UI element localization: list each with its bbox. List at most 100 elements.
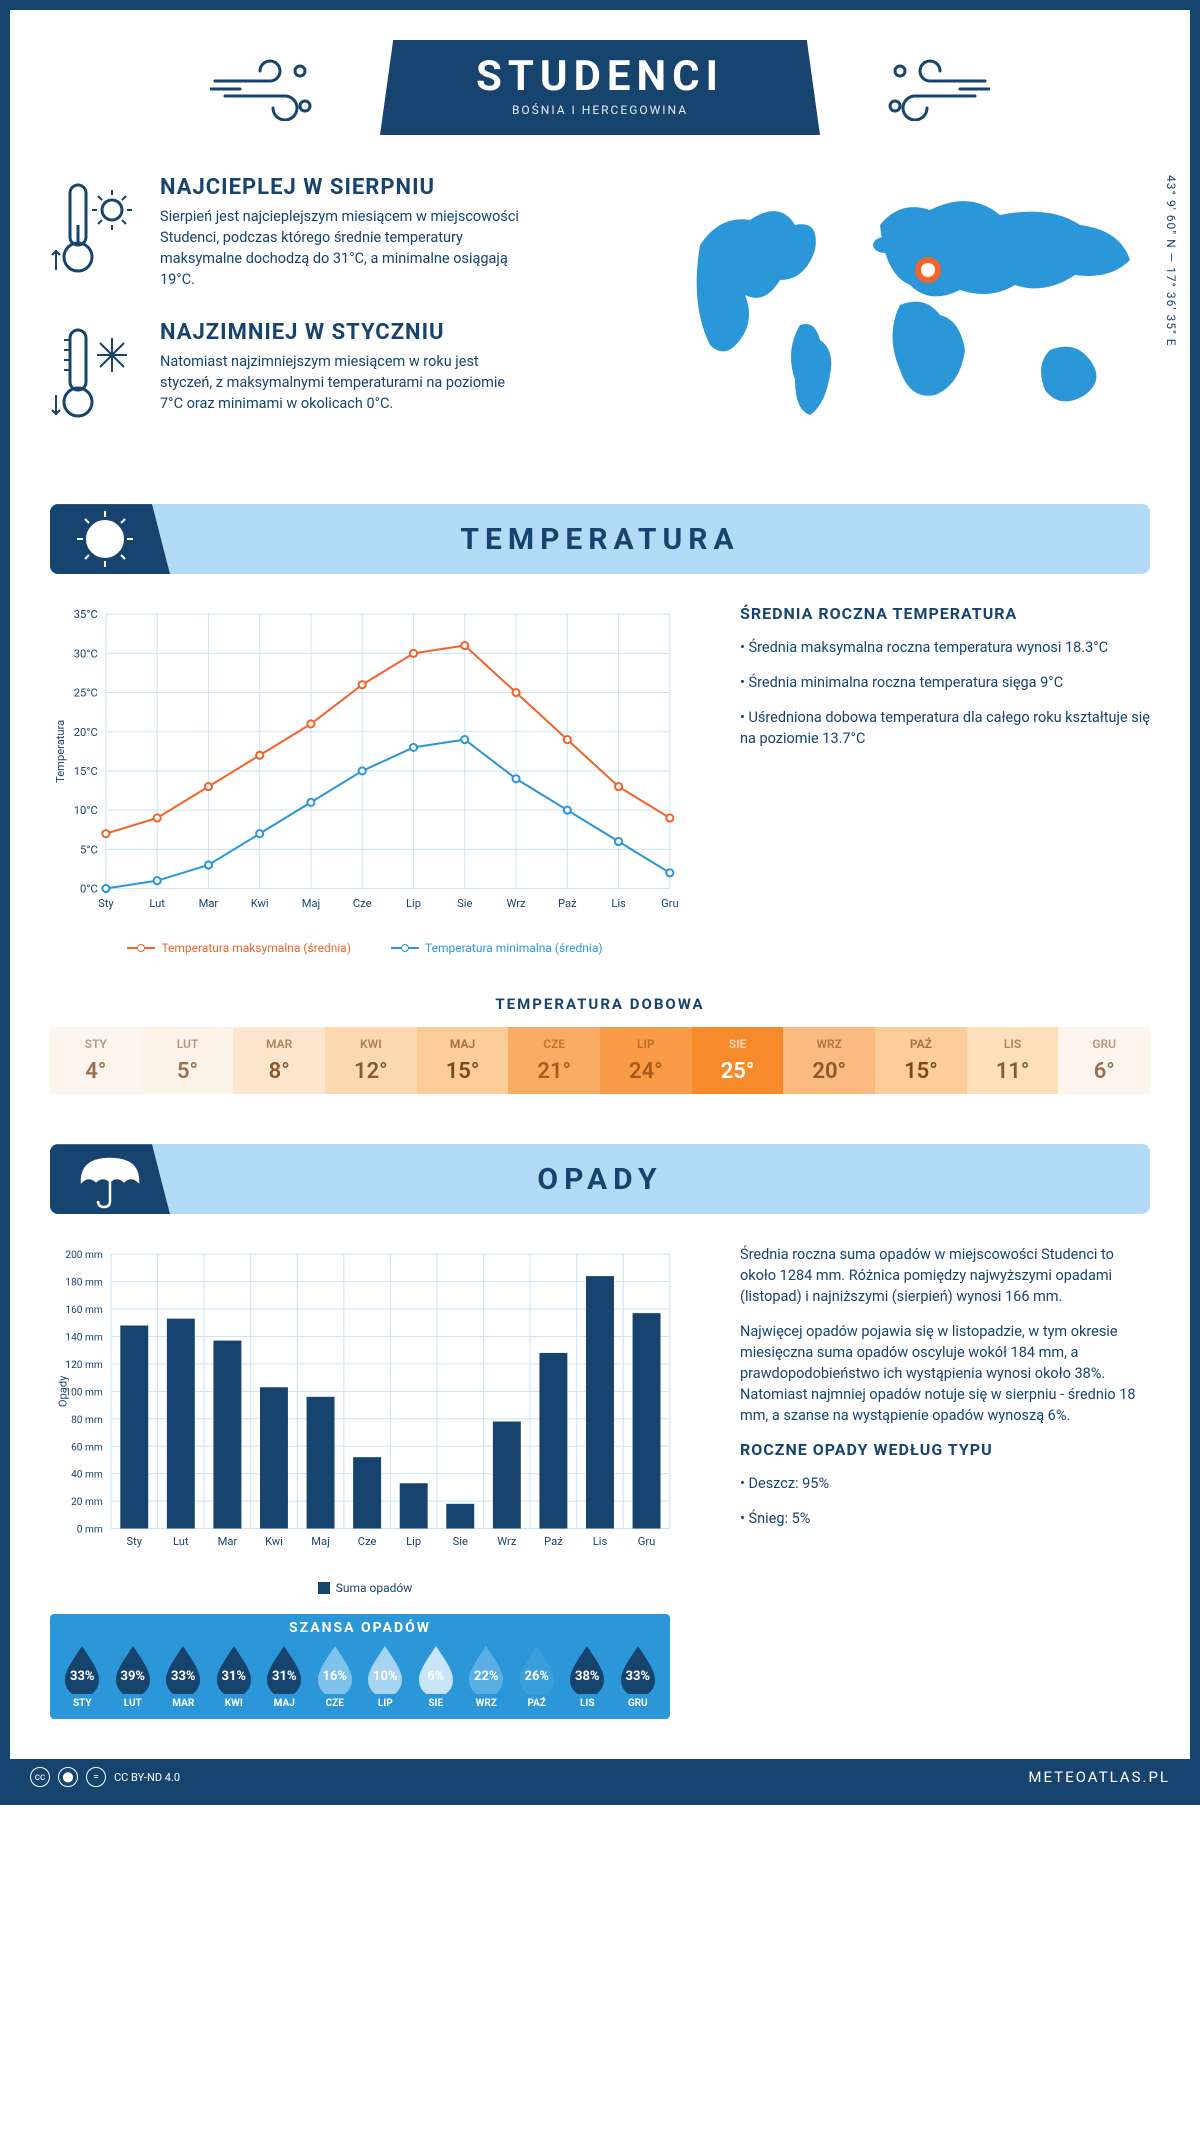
svg-text:Opady: Opady [56, 1375, 69, 1407]
svg-text:80 mm: 80 mm [71, 1415, 103, 1426]
svg-text:Cze: Cze [353, 897, 372, 910]
svg-text:160 mm: 160 mm [65, 1305, 103, 1316]
svg-text:Sie: Sie [453, 1535, 468, 1548]
intro-row: NAJCIEPLEJ W SIERPNIU Sierpień jest najc… [50, 175, 1150, 464]
svg-text:Cze: Cze [358, 1535, 377, 1548]
drop-item: 33% GRU [614, 1642, 663, 1709]
daily-cell: KWI12° [325, 1027, 417, 1094]
rain-chance-title: SZANSA OPADÓW [58, 1620, 662, 1636]
precip-legend: Suma opadów [50, 1581, 680, 1595]
svg-text:60 mm: 60 mm [71, 1442, 103, 1453]
svg-text:Lis: Lis [593, 1535, 608, 1548]
coordinates: 43° 9' 60" N — 17° 36' 35" E [1164, 175, 1178, 347]
precipitation-chart: 0 mm 20 mm 40 mm 60 mm 80 mm 100 mm 120 mm 140 … [50, 1244, 680, 1719]
daily-cell: MAJ15° [417, 1027, 509, 1094]
svg-text:200 mm: 200 mm [65, 1250, 103, 1261]
precip-type-heading: ROCZNE OPADY WEDŁUG TYPU [740, 1440, 1150, 1459]
temp-legend: Temperatura maksymalna (średnia) Tempera… [50, 941, 680, 955]
section-head-precip: OPADY [50, 1144, 1150, 1214]
drop-item: 22% WRZ [462, 1642, 511, 1709]
wind-icon-left [210, 51, 320, 125]
world-map: 43° 9' 60" N — 17° 36' 35" E [670, 175, 1150, 439]
nd-icon: = [86, 1767, 106, 1787]
daily-temperature-table: STY4°LUT5°MAR8°KWI12°MAJ15°CZE21°LIP24°S… [50, 1027, 1150, 1094]
footer: cc ⬤ = CC BY-ND 4.0 METEOATLAS.PL [10, 1759, 1190, 1795]
facts-column: NAJCIEPLEJ W SIERPNIU Sierpień jest najc… [50, 175, 620, 464]
svg-text:Paź: Paź [544, 1535, 563, 1548]
precip-type-bullet: • Śnieg: 5% [740, 1508, 1150, 1529]
fact-cold: NAJZIMNIEJ W STYCZNIU Natomiast najzimni… [50, 320, 620, 434]
svg-text:30°C: 30°C [74, 647, 98, 660]
sun-icon [50, 504, 170, 574]
rain-chance-box: SZANSA OPADÓW 33% STY 39% LUT 33% MAR 31… [50, 1614, 670, 1719]
drop-item: 16% CZE [311, 1642, 360, 1709]
svg-text:0 mm: 0 mm [77, 1525, 103, 1536]
footer-site: METEOATLAS.PL [1028, 1768, 1170, 1786]
precip-text: Najwięcej opadów pojawia się w listopadz… [740, 1321, 1150, 1426]
svg-text:35°C: 35°C [74, 608, 98, 621]
fact-hot-title: NAJCIEPLEJ W SIERPNIU [160, 175, 520, 200]
rain-chance-drops: 33% STY 39% LUT 33% MAR 31% KWI 31% MAJ … [58, 1642, 662, 1709]
fact-cold-title: NAJZIMNIEJ W STYCZNIU [160, 320, 520, 345]
daily-cell: WRZ20° [783, 1027, 875, 1094]
svg-text:20 mm: 20 mm [71, 1497, 103, 1508]
drop-item: 31% MAJ [260, 1642, 309, 1709]
svg-text:Temperatura: Temperatura [54, 720, 67, 783]
license-text: CC BY-ND 4.0 [114, 1771, 180, 1784]
temperature-chart: 0°C5°C10°C15°C20°C25°C30°C35°CStyLutMarK… [50, 604, 680, 955]
svg-text:Gru: Gru [638, 1535, 656, 1548]
daily-cell: MAR8° [233, 1027, 325, 1094]
fact-cold-text: Natomiast najzimniejszym miesiącem w rok… [160, 351, 520, 414]
drop-item: 33% STY [58, 1642, 107, 1709]
svg-text:20°C: 20°C [74, 726, 98, 739]
svg-text:100 mm: 100 mm [65, 1388, 103, 1399]
svg-text:Paź: Paź [558, 897, 577, 910]
svg-text:Lut: Lut [173, 1535, 189, 1548]
drop-item: 26% PAŹ [513, 1642, 562, 1709]
svg-text:Mar: Mar [218, 1535, 238, 1548]
svg-text:Gru: Gru [661, 897, 679, 910]
svg-text:0°C: 0°C [80, 883, 98, 896]
svg-text:Maj: Maj [302, 897, 320, 910]
precip-type-bullet: • Deszcz: 95% [740, 1473, 1150, 1494]
daily-cell: STY4° [50, 1027, 142, 1094]
svg-text:25°C: 25°C [74, 687, 98, 700]
svg-text:5°C: 5°C [80, 843, 98, 856]
page-subtitle: BOŚNIA I HERCEGOWINA [440, 103, 760, 117]
section-title-temp: TEMPERATURA [460, 522, 739, 557]
temp-row: 0°C5°C10°C15°C20°C25°C30°C35°CStyLutMarK… [50, 604, 1150, 955]
svg-text:120 mm: 120 mm [65, 1360, 103, 1371]
svg-text:Mar: Mar [199, 897, 219, 910]
temp-bullet: • Średnia minimalna roczna temperatura s… [740, 672, 1150, 693]
svg-text:Wrz: Wrz [497, 1535, 517, 1548]
daily-cell: GRU6° [1058, 1027, 1150, 1094]
daily-cell: LUT5° [142, 1027, 234, 1094]
temp-bullet: • Średnia maksymalna roczna temperatura … [740, 637, 1150, 658]
svg-text:Maj: Maj [311, 1535, 329, 1548]
umbrella-icon [50, 1144, 170, 1214]
thermometer-cold-icon [50, 320, 140, 434]
section-title-precip: OPADY [537, 1162, 662, 1197]
svg-text:180 mm: 180 mm [65, 1278, 103, 1289]
temp-side: ŚREDNIA ROCZNA TEMPERATURA • Średnia mak… [740, 604, 1150, 955]
precip-row: 0 mm 20 mm 40 mm 60 mm 80 mm 100 mm 120 mm 140 … [50, 1244, 1150, 1719]
legend-max: Temperatura maksymalna (średnia) [127, 941, 351, 955]
drop-item: 31% KWI [210, 1642, 259, 1709]
svg-text:Sty: Sty [98, 897, 114, 910]
precip-side: Średnia roczna suma opadów w miejscowośc… [740, 1244, 1150, 1719]
svg-text:140 mm: 140 mm [65, 1333, 103, 1344]
svg-text:Sie: Sie [457, 897, 472, 910]
svg-text:Wrz: Wrz [506, 897, 526, 910]
temp-bullet: • Uśredniona dobowa temperatura dla całe… [740, 707, 1150, 749]
drop-item: 33% MAR [159, 1642, 208, 1709]
daily-cell: SIE25° [692, 1027, 784, 1094]
thermometer-hot-icon [50, 175, 140, 290]
daily-title: TEMPERATURA DOBOWA [50, 995, 1150, 1013]
svg-text:40 mm: 40 mm [71, 1470, 103, 1481]
daily-cell: CZE21° [508, 1027, 600, 1094]
svg-text:Lis: Lis [611, 897, 626, 910]
title-banner: STUDENCI BOŚNIA I HERCEGOWINA [380, 40, 820, 135]
svg-text:Lip: Lip [406, 1535, 421, 1548]
daily-cell: PAŹ15° [875, 1027, 967, 1094]
header: STUDENCI BOŚNIA I HERCEGOWINA [50, 40, 1150, 135]
